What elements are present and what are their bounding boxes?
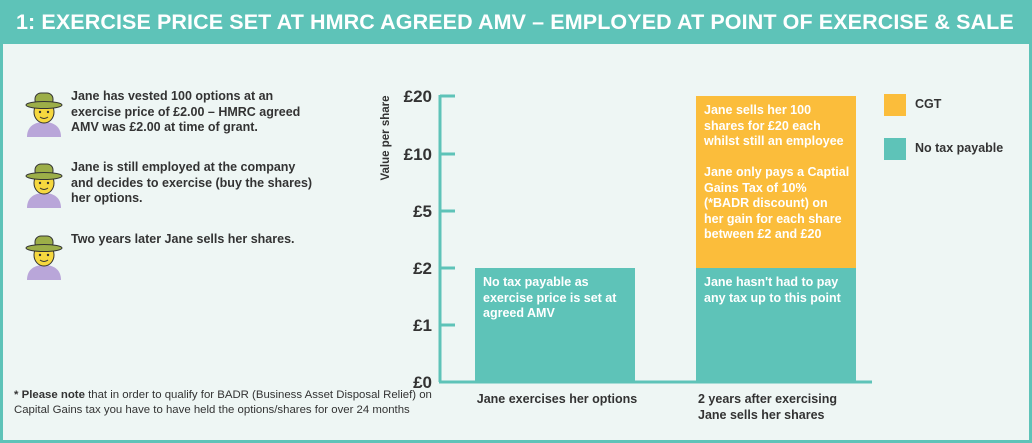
legend-swatch [884, 138, 906, 160]
y-axis-label: Value per share [380, 95, 392, 180]
bar-no-tax-1 [475, 268, 635, 382]
person-with-hat-icon [25, 235, 63, 280]
bar-cgt-2 [696, 96, 856, 268]
story-text: Jane has vested 100 options at an exerci… [71, 89, 301, 134]
y-tick-label: £5 [413, 202, 432, 221]
footnote-text: that in order to qualify for BADR (Busin… [14, 389, 432, 416]
x-category-label: 2 years after exercising [698, 392, 837, 406]
bar-label: No tax payable as exercise price is set … [483, 275, 617, 320]
bar-label: Jane hasn't had to pay any tax up to thi… [704, 275, 841, 305]
person-with-hat-icon [25, 92, 63, 137]
y-tick-label: £0 [413, 373, 432, 392]
bar-label: Jane sells her 100 shares for £20 each w… [704, 103, 850, 241]
legend-label: No tax payable [915, 141, 1004, 155]
y-tick-label: £20 [404, 87, 432, 106]
x-category-label: Jane sells her shares [698, 408, 825, 422]
bar-no-tax-2 [696, 268, 856, 382]
story-text: Two years later Jane sells her shares. [71, 232, 295, 246]
y-tick-label: £10 [404, 145, 432, 164]
y-tick-label: £1 [413, 316, 432, 335]
legend-label: CGT [915, 97, 942, 111]
footnote-bold: * Please note [14, 389, 85, 401]
x-category-label: Jane exercises her options [477, 392, 638, 406]
story-text: Jane is still employed at the company an… [71, 160, 313, 205]
person-with-hat-icon [25, 163, 63, 208]
footnote: * Please note that in order to qualify f… [14, 388, 464, 418]
page-title: 1: EXERCISE PRICE SET AT HMRC AGREED AMV… [0, 0, 1032, 44]
y-tick-label: £2 [413, 259, 432, 278]
legend-swatch [884, 94, 906, 116]
